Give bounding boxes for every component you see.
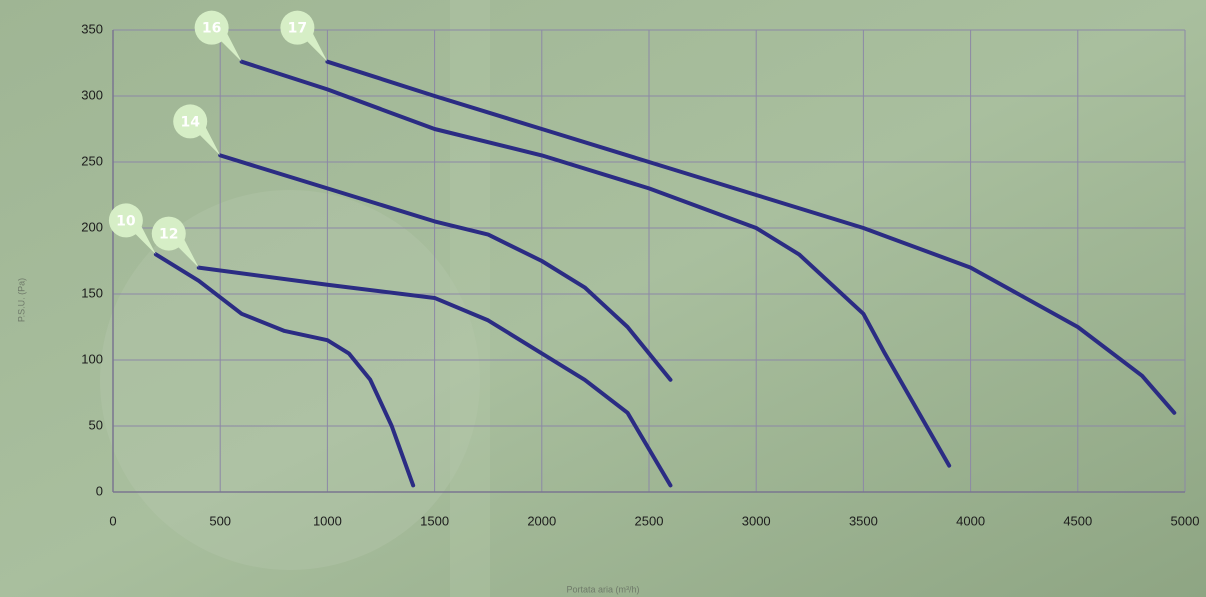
label-bubble [194,10,229,45]
series-label: 12 [159,227,178,243]
y-axis-label: P.S.U. (Pa) [16,278,26,322]
fan-curve [153,252,416,488]
x-tick-label: 2500 [635,513,664,528]
x-tick-label: 4000 [956,513,985,528]
y-tick-label: 0 [96,483,103,498]
x-tick-label: 2000 [527,513,556,528]
y-tick-label: 100 [81,351,103,366]
x-tick-label: 4500 [1063,513,1092,528]
x-tick-label: 1000 [313,513,342,528]
label-bubble [151,216,186,251]
y-tick-label: 300 [81,87,103,102]
x-tick-label: 500 [209,513,231,528]
fan-curve [196,265,673,488]
x-tick-label: 3000 [742,513,771,528]
x-tick-label: 5000 [1171,513,1200,528]
label-bubble [173,104,208,139]
series-label: 16 [202,21,221,37]
label-bubble [280,10,315,45]
backdrop-shape [100,190,480,570]
series-label: 10 [116,213,136,229]
x-axis-label: Portata aria (m³/h) [566,584,639,594]
backdrop-shape [450,0,490,597]
y-tick-label: 150 [81,285,103,300]
y-tick-label: 250 [81,153,103,168]
fan-curve [239,59,952,468]
label-bubble [108,203,143,238]
y-tick-label: 50 [89,417,103,432]
y-tick-label: 350 [81,21,103,36]
fan-curve [218,153,673,382]
x-tick-label: 0 [109,513,116,528]
fan-curve [325,59,1177,415]
x-tick-label: 1500 [420,513,449,528]
series-label: 17 [288,21,307,37]
series-label: 14 [180,114,200,130]
x-tick-label: 3500 [849,513,878,528]
y-tick-label: 200 [81,219,103,234]
